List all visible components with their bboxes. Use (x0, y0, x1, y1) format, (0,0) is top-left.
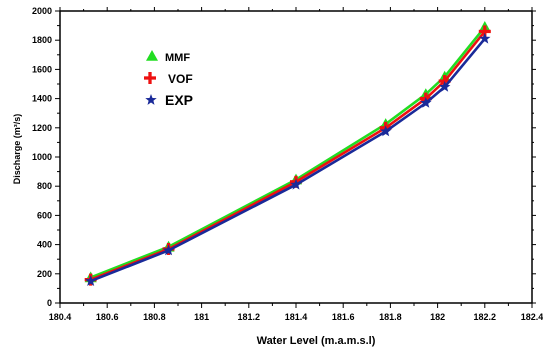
y-tick-label: 0 (47, 298, 52, 308)
star-marker (85, 275, 97, 286)
x-tick-label: 181 (194, 312, 209, 322)
legend: MMF VOF EXP (144, 50, 193, 108)
series-mmf (84, 21, 491, 283)
plus-marker-v (483, 25, 487, 38)
star-marker (420, 97, 432, 108)
x-tick-label: 180.8 (143, 312, 166, 322)
star-marker (290, 178, 302, 190)
star-marker (479, 32, 491, 44)
x-tick-label: 182 (430, 312, 445, 322)
legend-label-mmf: MMF (165, 52, 190, 64)
y-tick-label: 1800 (32, 35, 52, 45)
x-tick-label: 182.4 (521, 312, 543, 322)
series-layer (84, 21, 491, 286)
y-tick-label: 2000 (32, 6, 52, 16)
triangle-marker (146, 50, 158, 61)
legend-label-vof: VOF (168, 72, 193, 86)
series-line (90, 30, 486, 281)
y-tick-label: 1400 (32, 94, 52, 104)
star-marker (380, 125, 392, 137)
star-marker (162, 244, 175, 256)
star-marker (145, 94, 157, 105)
series-line (90, 26, 486, 279)
x-axis-title: Water Level (m.a.m.s.l) (257, 335, 376, 347)
x-tick-label: 180.4 (49, 312, 72, 322)
y-tick-label: 400 (37, 240, 52, 250)
y-tick-label: 200 (37, 269, 52, 279)
series-exp (85, 32, 491, 286)
star-marker (439, 80, 451, 92)
x-tick-label: 180.6 (96, 312, 119, 322)
y-tick-label: 800 (37, 181, 52, 191)
x-tick-label: 182.2 (474, 312, 497, 322)
y-tick-label: 1200 (32, 123, 52, 133)
plus-marker-v (148, 72, 152, 84)
series-vof (84, 25, 491, 286)
y-tick-label: 1600 (32, 64, 52, 74)
x-tick-label: 181.2 (238, 312, 261, 322)
legend-label-exp: EXP (165, 92, 193, 108)
x-tick-label: 181.6 (332, 312, 355, 322)
x-tick-label: 181.8 (379, 312, 402, 322)
y-axis-title: Discharge (m³/s) (12, 114, 22, 185)
tick-labels: 180.4 180.6 180.8 181 181.2 181.4 181.6 181.8 18… (32, 6, 543, 322)
plot-frame (59, 10, 533, 304)
x-tick-label: 181.4 (285, 312, 308, 322)
y-tick-label: 600 (37, 210, 52, 220)
y-tick-label: 1000 (32, 152, 52, 162)
